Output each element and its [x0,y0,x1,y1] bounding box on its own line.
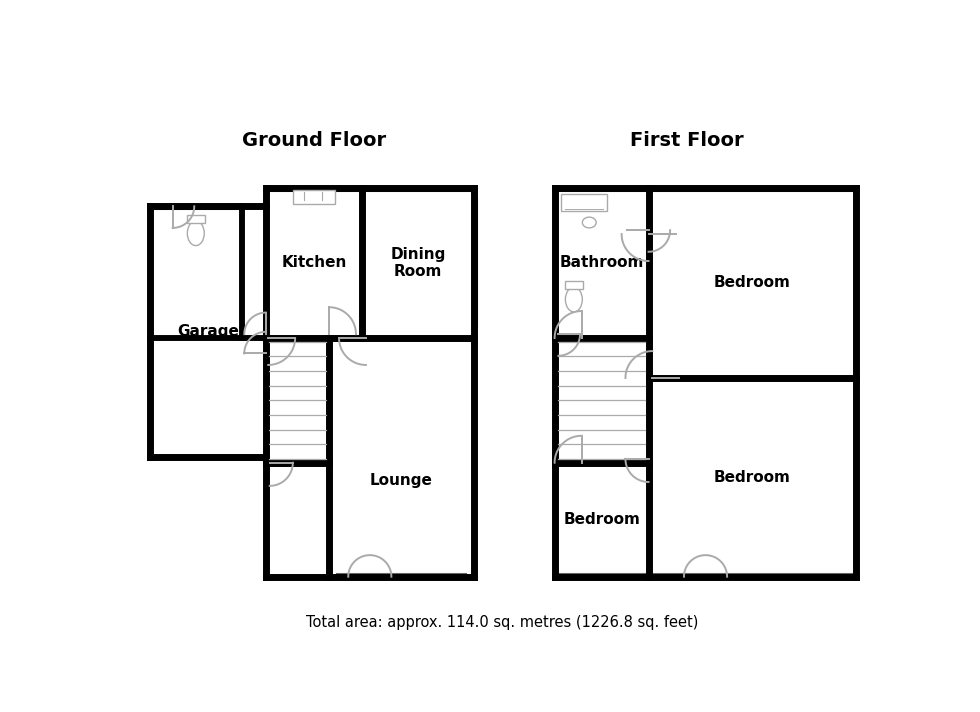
Text: Bedroom: Bedroom [714,276,791,290]
Bar [186,215,205,222]
Text: Bedroom: Bedroom [714,470,791,485]
Ellipse shape [565,287,582,312]
Bar [561,194,607,211]
FancyBboxPatch shape [293,190,335,204]
Text: Lounge: Lounge [369,473,433,488]
Text: Garage: Garage [176,325,239,340]
Text: Total area: approx. 114.0 sq. metres (1226.8 sq. feet): Total area: approx. 114.0 sq. metres (12… [306,615,699,630]
Text: First Floor: First Floor [630,132,744,150]
Text: Bedroom: Bedroom [564,512,640,527]
Text: Ground Floor: Ground Floor [241,132,386,150]
Bar [564,281,583,289]
Text: Kitchen: Kitchen [281,256,347,271]
Ellipse shape [582,217,596,228]
Text: Dining
Room: Dining Room [390,247,446,279]
Text: Bathroom: Bathroom [560,256,644,271]
Ellipse shape [187,221,204,246]
